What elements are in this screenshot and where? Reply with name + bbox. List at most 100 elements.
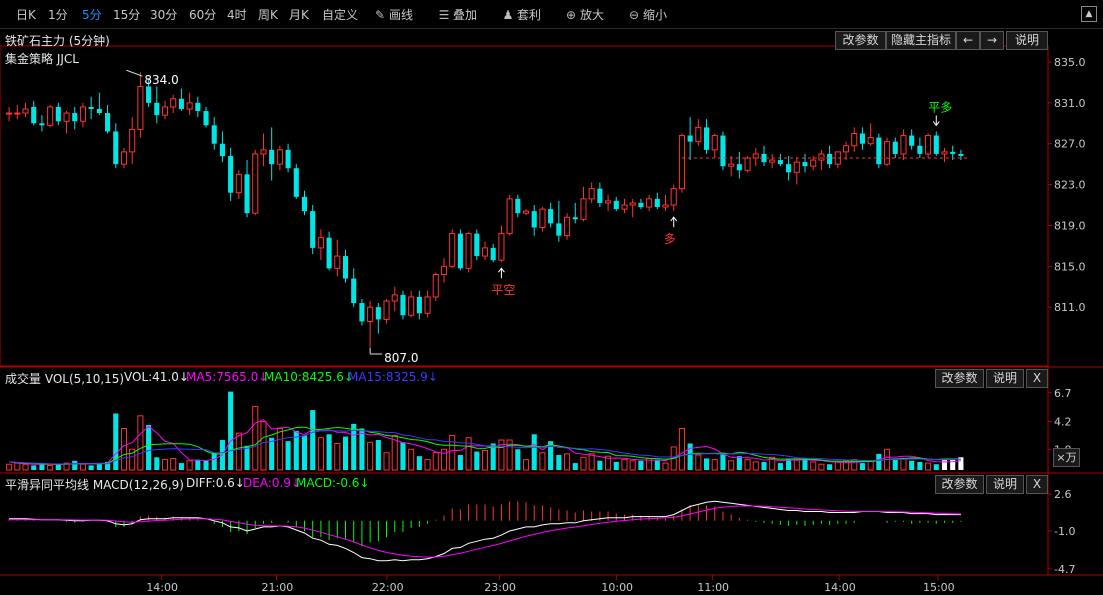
candle-body-up [391, 294, 398, 302]
candle-body-up [186, 102, 193, 110]
volume-bar-down [892, 458, 898, 470]
main-help-button[interactable]: 说明 [1006, 31, 1048, 50]
candle-body-down [72, 113, 78, 122]
volume-bar-up [161, 459, 169, 471]
volume-bar-up [662, 462, 669, 471]
macd-title: 平滑异同平均线 MACD(12,26,9) [5, 478, 184, 492]
period-15min[interactable]: 15分 [113, 8, 141, 22]
candle-body-up [276, 149, 283, 165]
candle-body-down [310, 211, 316, 248]
period-custom[interactable]: 自定义 [322, 8, 359, 22]
volume-ma15-line [9, 429, 961, 465]
candle-body-down [720, 135, 726, 167]
volume-bar-up [498, 439, 505, 471]
overlay-button[interactable]: ☰ 叠加 [438, 6, 477, 23]
candle-body-down [950, 151, 956, 154]
candle-body-down [572, 217, 578, 220]
candle-body-up [14, 112, 21, 115]
next-indicator-button[interactable]: → [980, 31, 1004, 50]
candle-body-up [851, 133, 858, 147]
volume-bar-up [752, 461, 759, 471]
candle-body-down [777, 160, 783, 165]
candle-body-down [827, 153, 833, 165]
period-1min[interactable]: 1分 [48, 8, 68, 22]
candle-body-down [301, 196, 308, 212]
candle-body-down [876, 137, 882, 165]
volume-bar-up [621, 459, 628, 471]
candle-body-up [588, 188, 595, 200]
candle-body-down [359, 303, 365, 322]
candle-body-down [687, 135, 693, 142]
candle-body-down [154, 102, 160, 116]
arbitrage-button[interactable]: ♟ 套利 [502, 6, 541, 23]
y-tick-label: -1.0 [1054, 525, 1075, 538]
volume-bar-up [539, 452, 546, 471]
signal-label: 平多 [928, 100, 952, 114]
zoom-in-button[interactable]: ⊕ 放大 [565, 6, 604, 23]
volume-bar-up [522, 459, 530, 471]
candle-body-up [621, 204, 628, 210]
hide-main-indicator-button[interactable]: 隐藏主指标 [886, 31, 956, 50]
volume-unit-button[interactable]: ×万 [1053, 448, 1080, 467]
candle-body-down [211, 125, 217, 144]
volume-bar-down [342, 436, 349, 470]
zoom-out-button[interactable]: ⊖ 缩小 [628, 6, 667, 23]
volume-panel-header: 成交量 VOL(5,10,15) VOL:41.0↓ MA5:7565.0↓ M… [0, 369, 1103, 387]
volume-bar-up [79, 463, 86, 471]
volume-bar-down [244, 445, 250, 470]
volume-bar-down [917, 461, 923, 470]
candle-body-down [736, 164, 742, 171]
candle-body-up [465, 233, 472, 269]
volume-params-button[interactable]: 改参数 [935, 369, 984, 388]
volume-bar-up [605, 455, 612, 471]
volume-bar-down [515, 449, 521, 470]
draw-line-button[interactable]: ✎ 画线 [374, 6, 413, 23]
period-4h[interactable]: 4时 [227, 8, 247, 22]
volume-bar-up [842, 460, 850, 471]
candle-body-up [235, 173, 242, 194]
volume-bar-down [31, 465, 37, 470]
period-30min[interactable]: 30分 [150, 8, 178, 22]
macd-dea-line [9, 505, 961, 558]
volume-bar-up [818, 463, 825, 471]
volume-bar-up [22, 463, 29, 471]
zoom-in-label: 放大 [580, 8, 605, 22]
y-tick-label: 835.0 [1054, 56, 1086, 69]
main-params-button[interactable]: 改参数 [835, 31, 886, 50]
prev-indicator-button[interactable]: ← [956, 31, 980, 50]
macd-dea: DEA:0.9↓ [243, 476, 302, 490]
volume-bar-up [47, 464, 54, 471]
collapse-icon[interactable]: ▲ [1081, 6, 1097, 22]
period-month[interactable]: 月K [289, 8, 309, 22]
period-5min[interactable]: 5分 [82, 8, 102, 22]
period-week[interactable]: 周K [258, 8, 278, 22]
candle-body-up [137, 86, 144, 130]
candle-body-down [909, 135, 915, 146]
period-60min[interactable]: 60分 [189, 8, 217, 22]
volume-bar-down [113, 413, 119, 470]
volume-bar-down [293, 430, 299, 470]
candle-body-down [228, 155, 234, 193]
macd-params-button[interactable]: 改参数 [935, 475, 984, 494]
overlay-label: 叠加 [453, 8, 478, 22]
volume-bar-down [736, 456, 742, 470]
volume-bar-down [203, 460, 209, 470]
candle-body-up [522, 210, 530, 214]
instrument-title: 铁矿石主力 (5分钟) [5, 34, 110, 48]
candle-body-down [556, 223, 562, 236]
high-annotation: 834.0 [144, 73, 178, 87]
macd-help-button[interactable]: 说明 [986, 475, 1024, 494]
period-day[interactable]: 日K [16, 8, 36, 22]
volume-bar-up [252, 406, 259, 471]
candle-body-up [711, 135, 718, 151]
volume-bar-up [129, 448, 136, 471]
volume-bar-up [367, 441, 374, 471]
volume-bar-down [146, 425, 152, 470]
candle-body-up [884, 141, 891, 165]
candle-body-down [416, 296, 422, 314]
macd-close-button[interactable]: X [1026, 475, 1048, 494]
volume-help-button[interactable]: 说明 [986, 369, 1024, 388]
candle-body-up [695, 126, 702, 143]
volume-close-button[interactable]: X [1026, 369, 1048, 388]
